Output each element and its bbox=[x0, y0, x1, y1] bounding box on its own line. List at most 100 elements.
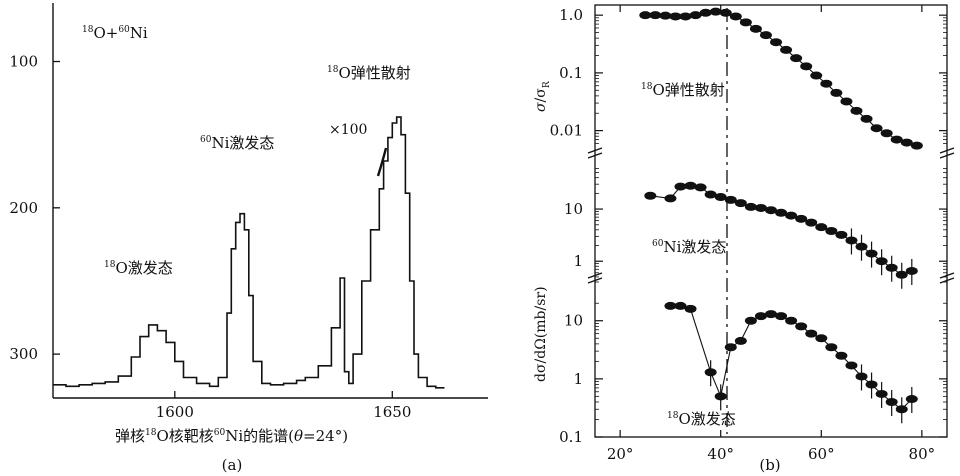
elastic-peak-x100-marker bbox=[376, 147, 388, 177]
panel-b-ylabel-bottom: dσ/dΩ(mb/sr) bbox=[533, 286, 549, 382]
ni-excited-data-point bbox=[815, 223, 828, 232]
elastic-data-point bbox=[820, 79, 833, 88]
o-excited-data-point bbox=[754, 312, 767, 321]
ni-excited-data-point bbox=[785, 211, 798, 220]
panel-b-ticks: 20° 40° 60° 80° 1.0 0.1 0.01 10 1 10 1 0.1 bbox=[550, 5, 947, 463]
panel-a-x-axis-title: 弹核18O核靶核60Ni的能谱(θ=24°) bbox=[115, 427, 348, 445]
elastic-data-point bbox=[659, 11, 672, 20]
b-elastic-label: 18O弹性散射 bbox=[641, 81, 725, 99]
panel-b-ytick-label: 0.1 bbox=[559, 428, 583, 446]
o-excited-data-point bbox=[815, 334, 828, 343]
panel-b-xtick-label: 40° bbox=[707, 445, 734, 463]
elastic-data-point bbox=[900, 138, 913, 147]
ni-excited-data-point bbox=[835, 230, 848, 239]
panel-b-caption: (b) bbox=[759, 456, 780, 474]
panel-b-xtick-label: 60° bbox=[808, 445, 835, 463]
o-excited-data-point bbox=[734, 336, 747, 345]
ni-excited-data-point bbox=[714, 193, 727, 202]
elastic-data-point bbox=[810, 71, 823, 80]
ni-excited-data-point bbox=[805, 218, 818, 227]
elastic-data-point bbox=[870, 124, 883, 133]
elastic-data-point bbox=[699, 8, 712, 17]
panel-b-xtick-label: 20° bbox=[607, 445, 634, 463]
elastic-data-point bbox=[709, 7, 722, 16]
ni-excited-data-point bbox=[795, 214, 808, 223]
elastic-data-point bbox=[729, 12, 742, 21]
elastic-label: 18O弹性散射 bbox=[327, 64, 411, 82]
panel-b-points bbox=[639, 7, 923, 424]
elastic-data-point bbox=[890, 135, 903, 144]
ni-excited-data-point bbox=[724, 195, 737, 204]
ni-excited-fit-curve bbox=[650, 185, 912, 276]
panel-a-ticks: 300 200 100 1600 1650 bbox=[9, 53, 411, 421]
o-excited-data-point bbox=[744, 316, 757, 325]
scale-note: ×100 bbox=[329, 122, 367, 138]
elastic-data-point bbox=[649, 11, 662, 20]
elastic-data-point bbox=[739, 18, 752, 27]
panel-a-xtick-label: 1600 bbox=[156, 403, 194, 421]
elastic-data-point bbox=[749, 24, 762, 33]
axis-break-bottom bbox=[587, 272, 955, 284]
panel-b-ytick-label: 10 bbox=[564, 200, 583, 218]
panel-b-ytick-label: 0.1 bbox=[559, 64, 583, 82]
panel-a-spectrum bbox=[53, 116, 445, 389]
ni-excited-data-point bbox=[664, 194, 677, 203]
elastic-data-point bbox=[639, 11, 652, 20]
panel-a-ytick-label: 300 bbox=[9, 345, 38, 363]
o-excited-data-point bbox=[825, 343, 838, 352]
ni-excited-label: 60Ni激发态 bbox=[200, 134, 274, 152]
elastic-data-point bbox=[880, 129, 893, 138]
o-excited-data-point bbox=[775, 312, 788, 321]
panel-b-ytick-label: 0.01 bbox=[550, 122, 583, 140]
elastic-data-point bbox=[679, 12, 692, 21]
elastic-data-point bbox=[840, 97, 853, 106]
ni-excited-data-point bbox=[694, 183, 707, 192]
elastic-data-point bbox=[770, 38, 783, 47]
elastic-data-point bbox=[830, 88, 843, 97]
panel-b-xtick-label: 80° bbox=[909, 445, 936, 463]
elastic-data-point bbox=[910, 141, 923, 150]
b-o-excited-label: 18O激发态 bbox=[667, 410, 736, 428]
ni-excited-data-point bbox=[744, 202, 757, 211]
elastic-data-point bbox=[759, 31, 772, 40]
ni-excited-data-point bbox=[704, 190, 717, 199]
ni-excited-data-point bbox=[644, 191, 657, 200]
ni-excited-data-point bbox=[734, 199, 747, 208]
o-excited-data-point bbox=[845, 361, 858, 370]
elastic-data-point bbox=[719, 8, 732, 17]
o-excited-data-point bbox=[835, 351, 848, 360]
panel-a-ytick-label: 200 bbox=[9, 199, 38, 217]
panel-a-ytick-label: 100 bbox=[9, 53, 38, 71]
b-ni-excited-label: 60Ni激发态 bbox=[652, 238, 726, 256]
panel-a-xtick-label: 1650 bbox=[373, 403, 411, 421]
elastic-data-point bbox=[780, 45, 793, 54]
elastic-data-point bbox=[860, 114, 873, 123]
panel-b-ytick-label: 1.0 bbox=[559, 6, 583, 24]
o-excited-data-point bbox=[664, 301, 677, 310]
panel-a-caption: (a) bbox=[222, 456, 243, 474]
ni-excited-data-point bbox=[754, 203, 767, 212]
axis-break-top bbox=[587, 147, 955, 159]
o-excited-data-point bbox=[674, 301, 687, 310]
panel-b-ytick-label: 1 bbox=[573, 252, 583, 270]
panel-a: 300 200 100 1600 1650 18O+60Ni 60Ni激发态 18O激发… bbox=[9, 3, 488, 474]
o-excited-data-point bbox=[724, 343, 737, 352]
panel-b-frame bbox=[594, 4, 948, 438]
elastic-data-point bbox=[850, 106, 863, 115]
o-excited-data-point bbox=[795, 322, 808, 331]
elastic-data-point bbox=[669, 12, 682, 21]
o-excited-data-point bbox=[765, 310, 777, 319]
panel-b: 20° 40° 60° 80° 1.0 0.1 0.01 10 1 10 1 0.1 σ/σR dσ/… bbox=[533, 4, 955, 474]
ni-excited-data-point bbox=[674, 182, 687, 191]
o-excited-data-point bbox=[684, 304, 697, 313]
ni-excited-data-point bbox=[684, 181, 697, 190]
panel-b-ytick-label: 1 bbox=[573, 370, 583, 388]
elastic-data-point bbox=[790, 54, 803, 63]
reaction-label: 18O+60Ni bbox=[82, 24, 148, 42]
panel-b-ylabel-top: σ/σR bbox=[533, 81, 552, 112]
elastic-data-point bbox=[689, 11, 702, 20]
panel-b-ytick-label: 10 bbox=[564, 312, 583, 330]
ni-excited-data-point bbox=[765, 206, 777, 215]
o-excited-label: 18O激发态 bbox=[104, 259, 173, 277]
